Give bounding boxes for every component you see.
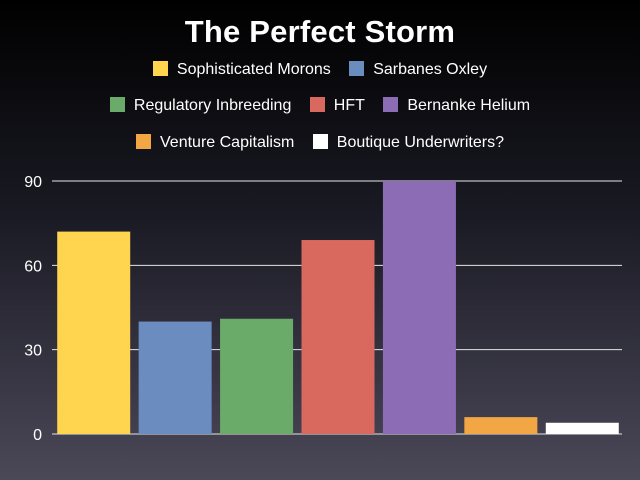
legend-item-hft: HFT	[309, 96, 365, 116]
bar-regulatory-inbreeding	[220, 318, 294, 434]
legend-label: Regulatory Inbreeding	[133, 97, 292, 114]
legend-item-regulatory-inbreeding: Regulatory Inbreeding	[109, 96, 292, 116]
legend-label: Venture Capitalism	[160, 134, 295, 151]
bar-sophisticated-morons	[57, 231, 131, 434]
legend-swatch	[309, 97, 325, 112]
legend-swatch	[152, 61, 168, 76]
bar-venture-capitalism	[464, 417, 538, 434]
legend-label: Sarbanes Oxley	[373, 61, 488, 78]
legend-swatch	[109, 97, 125, 112]
y-tick-label: 90	[24, 174, 42, 191]
legend-label: Sophisticated Morons	[176, 61, 331, 78]
legend-swatch	[136, 134, 152, 149]
bar-hft	[301, 240, 375, 434]
bar-boutique-underwriters	[545, 422, 619, 434]
y-tick-label: 30	[24, 343, 42, 360]
legend-item-bernanke-helium: Bernanke Helium	[383, 96, 530, 116]
legend-item-sarbanes-oxley: Sarbanes Oxley	[349, 60, 487, 80]
legend-label: HFT	[333, 97, 365, 114]
legend-item-sophisticated-morons: Sophisticated Morons	[152, 60, 331, 80]
y-tick-label: 0	[33, 427, 42, 444]
bar-bernanke-helium	[382, 181, 456, 434]
legend-label: Boutique Underwriters?	[336, 134, 504, 151]
legend-row-3: Venture Capitalism Boutique Underwriters…	[0, 133, 640, 153]
legend-item-boutique-underwriters: Boutique Underwriters?	[312, 133, 504, 153]
y-tick-label: 60	[24, 258, 42, 275]
legend-label: Bernanke Helium	[407, 97, 531, 114]
legend-row-1: Sophisticated Morons Sarbanes Oxley	[0, 60, 640, 80]
legend-swatch	[349, 61, 365, 76]
legend-row-2: Regulatory Inbreeding HFT Bernanke Heliu…	[0, 96, 640, 116]
bar-sarbanes-oxley	[138, 321, 212, 434]
chart-title: The Perfect Storm	[184, 14, 456, 49]
legend-swatch	[312, 134, 328, 149]
legend-swatch	[383, 97, 399, 112]
legend-item-venture-capitalism: Venture Capitalism	[136, 133, 294, 153]
